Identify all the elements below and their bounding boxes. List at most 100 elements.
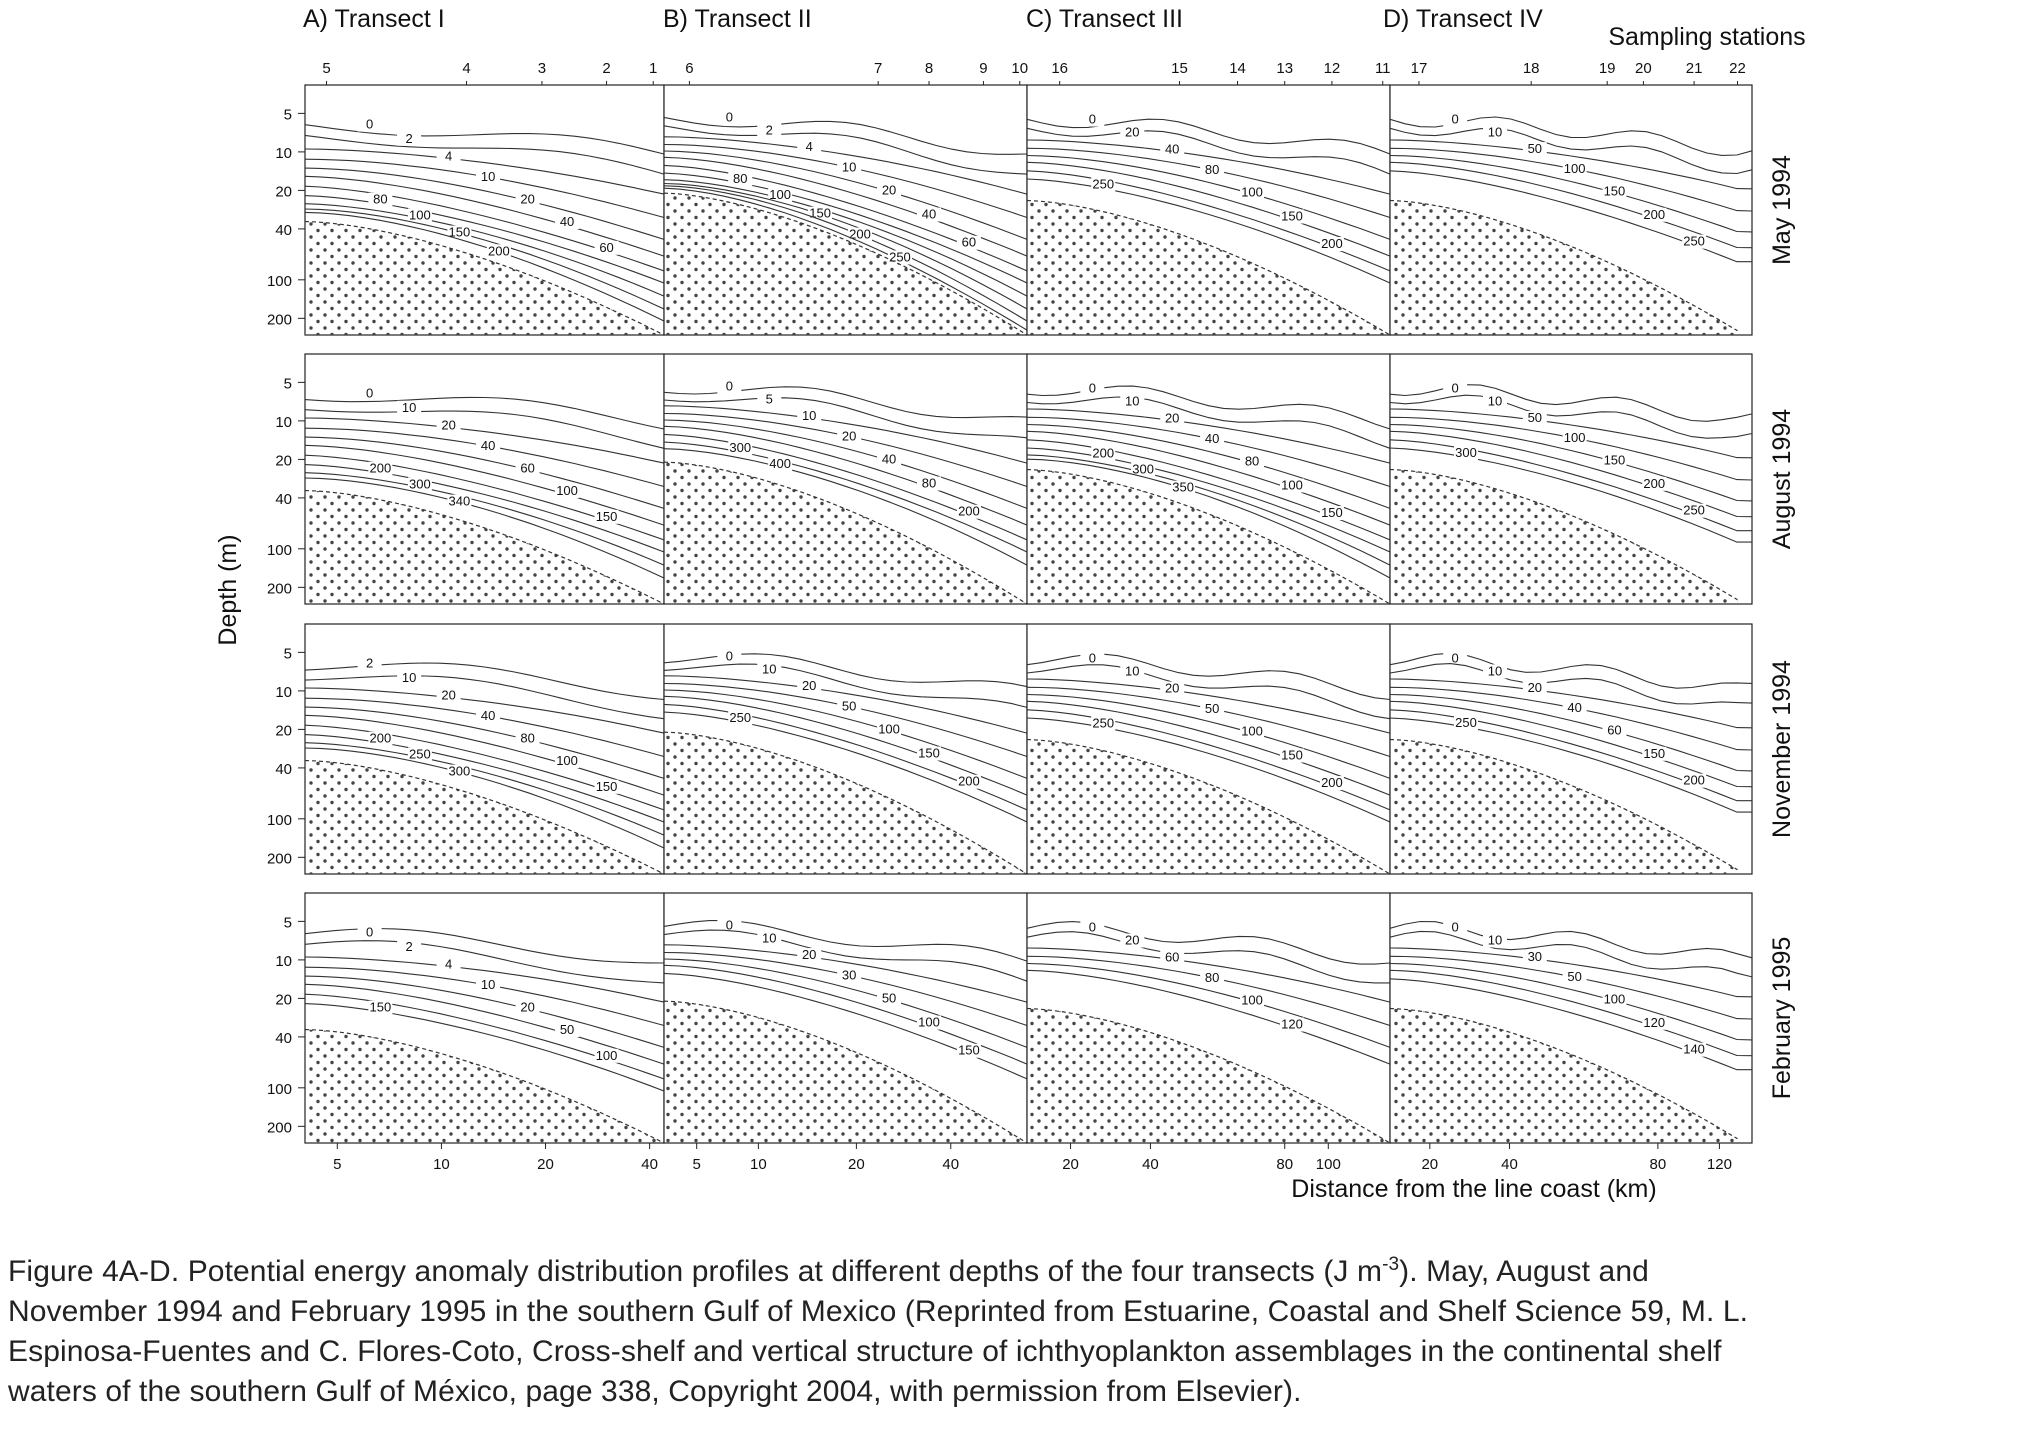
contour-label-3-3-100: 100 <box>1241 724 1263 739</box>
contour-line-3-4-10 <box>1389 663 1753 705</box>
contour-line-1-1-40 <box>304 175 665 257</box>
y-axis-label: Depth (m) <box>214 534 242 645</box>
depth-tick-label-200: 200 <box>267 1119 292 1136</box>
contour-label-4-4-100: 100 <box>1604 992 1626 1007</box>
contour-line-2-3-10 <box>1026 396 1391 449</box>
contour-label-1-3-150: 150 <box>1281 209 1303 224</box>
contour-label-2-1-20: 20 <box>441 417 455 432</box>
contour-label-2-1-200: 200 <box>370 461 392 476</box>
contour-line-4-1-50 <box>304 983 665 1065</box>
contour-label-1-4-100: 100 <box>1564 161 1586 176</box>
contour-line-2-4-300 <box>1389 447 1752 543</box>
contour-line-1-2-0 <box>663 116 1028 155</box>
contour-label-bg-2-4-300 <box>1454 446 1479 461</box>
distance-tick-label-4-40: 40 <box>1501 1156 1518 1173</box>
contour-label-3-3-200: 200 <box>1321 775 1343 790</box>
contour-label-bg-4-3-60 <box>1160 950 1185 965</box>
depth-tick-label-100: 100 <box>267 812 292 829</box>
contour-label-4-1-50: 50 <box>560 1022 574 1037</box>
contour-label-bg-4-2-0 <box>717 918 742 933</box>
contour-label-1-4-200: 200 <box>1643 207 1665 222</box>
contour-line-1-2-4 <box>663 136 1028 195</box>
contour-label-bg-1-2-100 <box>768 188 793 203</box>
caption-superscript: -3 <box>1382 1254 1400 1275</box>
contour-label-bg-3-1-200 <box>368 731 393 746</box>
contour-label-1-3-200: 200 <box>1321 236 1343 251</box>
contour-label-bg-1-3-100 <box>1240 185 1265 200</box>
contour-label-bg-3-2-100 <box>877 722 902 737</box>
contour-label-1-1-10: 10 <box>481 169 495 184</box>
shelf-fill-3-3 <box>1027 739 1390 874</box>
contour-line-2-2-80 <box>663 425 1028 526</box>
contour-label-2-2-40: 40 <box>882 451 896 466</box>
contour-label-bg-1-3-200 <box>1319 237 1344 252</box>
period-label-3: November 1994 <box>1768 660 1796 838</box>
contour-label-bg-1-1-80 <box>368 192 393 207</box>
contour-line-4-1-2 <box>304 940 665 984</box>
contour-label-2-3-40: 40 <box>1205 431 1219 446</box>
contour-label-bg-3-2-10 <box>757 662 782 677</box>
contour-label-3-3-20: 20 <box>1165 681 1179 696</box>
contour-label-bg-1-1-2 <box>397 131 422 146</box>
shelf-fill-4-3 <box>1027 1008 1390 1143</box>
contour-label-4-4-50: 50 <box>1567 969 1581 984</box>
contour-label-2-1-40: 40 <box>481 438 495 453</box>
contour-line-1-4-10 <box>1389 127 1753 175</box>
contour-label-bg-1-2-20 <box>877 183 902 198</box>
depth-tick-label-20: 20 <box>275 452 292 469</box>
contour-label-2-2-20: 20 <box>842 428 856 443</box>
contour-label-bg-3-1-2 <box>357 656 382 671</box>
contour-label-2-2-0: 0 <box>726 379 733 394</box>
contour-line-2-4-150 <box>1389 423 1753 502</box>
contour-label-bg-4-1-4 <box>436 957 461 972</box>
contour-label-4-3-80: 80 <box>1205 970 1219 985</box>
station-label-7: 7 <box>874 60 882 77</box>
contour-line-1-2-250 <box>663 187 1028 331</box>
contour-label-bg-2-1-200 <box>368 461 393 476</box>
contour-label-bg-3-3-10 <box>1120 664 1145 679</box>
shelf-fill-1-4 <box>1390 200 1738 335</box>
contour-line-1-3-0 <box>1026 118 1391 155</box>
contour-label-1-3-250: 250 <box>1092 176 1114 191</box>
station-label-11: 11 <box>1375 60 1391 77</box>
contour-label-bg-1-2-80 <box>728 172 753 187</box>
station-label-16: 16 <box>1051 60 1068 77</box>
contour-label-3-4-200: 200 <box>1683 773 1705 788</box>
contour-label-bg-2-3-20 <box>1160 411 1185 426</box>
contour-label-bg-4-1-2 <box>397 939 422 954</box>
contour-label-bg-3-1-40 <box>476 709 501 724</box>
contour-label-bg-3-2-50 <box>837 699 862 714</box>
contour-label-bg-4-4-0 <box>1443 920 1468 935</box>
contour-line-3-1-80 <box>304 706 665 779</box>
contour-label-1-2-2: 2 <box>766 122 773 137</box>
contour-label-bg-2-3-10 <box>1120 394 1145 409</box>
contour-label-2-1-0: 0 <box>366 386 373 401</box>
contour-label-2-2-300: 300 <box>729 440 751 455</box>
contour-label-4-1-0: 0 <box>366 925 373 940</box>
contour-label-4-4-0: 0 <box>1452 919 1459 934</box>
contour-label-1-4-150: 150 <box>1604 184 1626 199</box>
contour-label-4-2-100: 100 <box>918 1015 940 1030</box>
contour-label-bg-1-1-10 <box>476 170 501 185</box>
station-label-1: 1 <box>649 60 657 77</box>
contour-label-2-2-10: 10 <box>802 408 816 423</box>
contour-label-1-3-40: 40 <box>1165 142 1179 157</box>
contour-line-4-3-20 <box>1026 931 1390 984</box>
contour-label-1-1-20: 20 <box>520 192 534 207</box>
contour-label-bg-2-4-10 <box>1482 394 1507 409</box>
contour-label-bg-4-4-100 <box>1602 992 1627 1007</box>
contour-label-bg-2-3-350 <box>1171 480 1196 495</box>
distance-tick-label-1-5: 5 <box>333 1156 341 1173</box>
contour-line-3-1-250 <box>304 742 665 836</box>
contour-label-4-3-0: 0 <box>1089 920 1096 935</box>
contour-label-4-1-4: 4 <box>445 956 452 971</box>
contour-label-4-1-20: 20 <box>520 1000 534 1015</box>
contour-label-3-4-60: 60 <box>1607 723 1621 738</box>
depth-tick-label-20: 20 <box>275 183 292 200</box>
contour-label-1-3-80: 80 <box>1205 162 1219 177</box>
contour-label-1-2-0: 0 <box>726 110 733 125</box>
contour-line-2-2-10 <box>663 405 1028 464</box>
distance-tick-label-3-40: 40 <box>1142 1156 1159 1173</box>
shelf-fill-2-2 <box>664 462 1027 604</box>
contour-label-1-4-0: 0 <box>1452 111 1459 126</box>
